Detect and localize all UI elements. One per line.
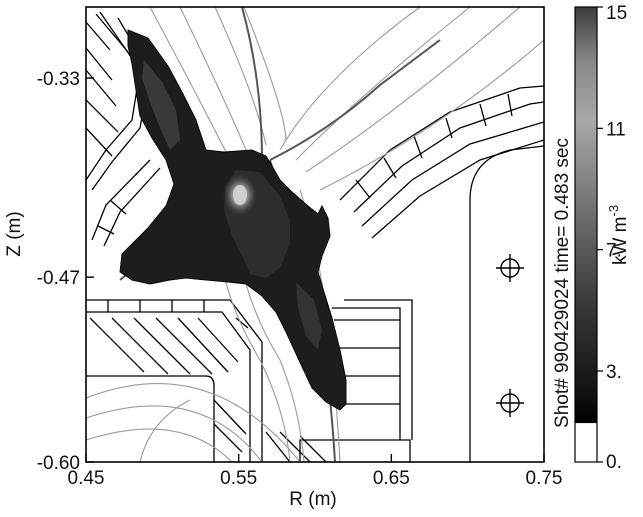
x-tick-label: 0.45 [68, 468, 105, 489]
x-tick-label: 0.55 [220, 468, 257, 489]
x-tick-label: 0.65 [373, 468, 410, 489]
radiation-emission-region [119, 29, 347, 411]
colorbar-tick-label: 3. [606, 362, 622, 383]
x-axis: 0.45 0.55 0.65 0.75 [68, 454, 563, 489]
shot-time-label: Shot# 990429024 time= 0.483 sec [552, 138, 573, 428]
plot-frame [85, 6, 545, 463]
x-axis-title: R (m) [289, 489, 336, 510]
y-tick-label: -0.47 [37, 268, 80, 289]
plot-area [86, 7, 544, 462]
colorbar-tick-label: 11 [606, 119, 626, 140]
y-axis-title: Z (m) [4, 211, 25, 256]
probe-markers [496, 254, 524, 417]
x-tick-label: 0.75 [526, 468, 563, 489]
colorbar-gradient [574, 6, 598, 463]
colorbar-unit-label: kW m-3 [606, 205, 631, 265]
y-axis: -0.33 -0.47 -0.60 [37, 69, 94, 474]
colorbar: 15 11 7. 3. 0. kW m-3 [574, 3, 631, 473]
y-tick-label: -0.33 [37, 69, 80, 90]
colorbar-ticks: 15 11 7. 3. 0. [597, 3, 627, 473]
probe-marker [496, 389, 524, 417]
colorbar-tick-label: 0. [606, 452, 622, 473]
vessel-structure [86, 11, 544, 462]
colorbar-tick-label: 15 [606, 3, 627, 24]
colorbar-tick-label: 7. [606, 241, 622, 262]
y-tick-label: -0.60 [37, 453, 80, 474]
probe-marker [496, 254, 524, 282]
